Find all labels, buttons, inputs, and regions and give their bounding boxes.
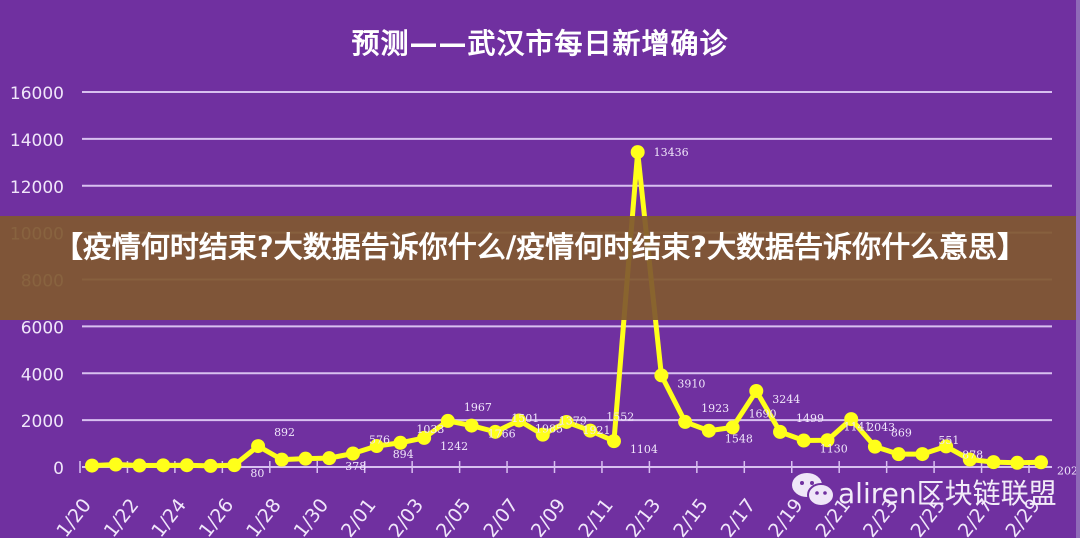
data-label: 378 [345, 460, 366, 473]
data-point [962, 452, 977, 467]
data-label: 1104 [630, 443, 658, 456]
data-label: 1379 [559, 415, 587, 428]
data-label: 1985 [535, 422, 563, 435]
data-point [820, 433, 835, 448]
data-label: 1499 [796, 412, 824, 425]
data-label: 1766 [488, 428, 516, 441]
data-point [891, 447, 906, 462]
data-point [796, 433, 811, 448]
x-tick-label: 2/07 [479, 495, 523, 538]
data-point [939, 439, 954, 454]
data-label: 2043 [867, 421, 895, 434]
data-label: 1921 [583, 424, 611, 437]
y-tick-label: 12000 [10, 178, 64, 198]
x-tick-label: 1/30 [290, 495, 334, 538]
data-point [630, 145, 645, 160]
headline-banner [0, 216, 1080, 320]
data-label: 1130 [820, 443, 848, 456]
data-point [322, 451, 337, 466]
watermark-text: aliren区块链联盟 [838, 477, 1057, 510]
data-label: 1141 [843, 420, 871, 433]
x-tick-label: 2/11 [574, 495, 618, 538]
data-label: 1501 [511, 412, 539, 425]
data-label: 13436 [654, 146, 689, 159]
data-point [393, 435, 408, 450]
y-tick-label: 14000 [10, 131, 64, 151]
y-tick-label: 0 [53, 459, 64, 479]
data-point [488, 424, 503, 439]
data-label: 3244 [772, 393, 800, 406]
data-point [867, 439, 882, 454]
data-point [986, 455, 1001, 470]
data-point [725, 420, 740, 435]
x-tick-label: 2/09 [527, 495, 571, 538]
data-point [915, 447, 930, 462]
data-label: 1923 [701, 402, 729, 415]
wechat-icon [792, 473, 835, 507]
data-label: 202 [1057, 464, 1078, 477]
data-point [132, 458, 147, 473]
data-label: 1967 [464, 401, 492, 414]
x-tick-label: 2/17 [717, 495, 761, 538]
x-tick-label: 2/15 [669, 495, 713, 538]
x-tick-label: 1/26 [195, 495, 239, 538]
data-label: 576 [369, 434, 390, 447]
data-point [701, 423, 716, 438]
headline-text: 【疫情何时结束?大数据告诉你什么/疫情何时结束?大数据告诉你什么意思】 [53, 230, 1027, 264]
data-point [417, 430, 432, 445]
x-tick-label: 2/03 [384, 495, 428, 538]
y-tick-label: 16000 [10, 84, 64, 104]
data-point [535, 427, 550, 442]
data-point [108, 457, 123, 472]
data-point [678, 414, 693, 429]
data-point [440, 413, 455, 428]
data-label: 869 [891, 427, 912, 440]
data-point [654, 368, 669, 383]
data-point [749, 383, 764, 398]
data-point [179, 458, 194, 473]
x-tick-label: 2/01 [337, 495, 381, 538]
data-label: 1242 [440, 440, 468, 453]
x-tick-label: 2/13 [622, 495, 666, 538]
data-point [1034, 455, 1048, 470]
data-point [606, 434, 621, 449]
data-point [844, 412, 859, 427]
x-tick-label: 1/28 [242, 495, 286, 538]
x-tick-label: 1/20 [52, 495, 96, 538]
y-tick-label: 4000 [21, 365, 64, 385]
y-tick-label: 2000 [21, 412, 64, 432]
data-label: 894 [393, 448, 414, 461]
data-point [773, 424, 788, 439]
data-point [512, 413, 527, 428]
data-label: 1690 [749, 407, 777, 420]
x-tick-label: 1/22 [100, 495, 144, 538]
data-label: 1548 [725, 433, 753, 446]
data-point [583, 423, 598, 438]
chart-title: 预测——武汉市每日新增确诊 [351, 27, 729, 60]
data-point [369, 439, 384, 454]
data-label: 878 [962, 448, 983, 461]
data-label: 892 [274, 426, 295, 439]
data-point [203, 458, 218, 473]
data-point [559, 414, 574, 429]
frame-border [1076, 0, 1080, 538]
data-point [345, 446, 360, 461]
data-point [85, 458, 99, 473]
data-point [464, 418, 479, 433]
data-point [227, 458, 242, 473]
data-point [156, 458, 171, 473]
data-label: 3910 [677, 377, 705, 390]
data-point [1010, 455, 1025, 470]
data-point [298, 451, 313, 466]
data-point [251, 439, 266, 454]
y-tick-label: 6000 [21, 318, 64, 338]
data-label: 80 [250, 467, 264, 480]
data-label: 1552 [606, 411, 634, 424]
data-point [274, 452, 289, 467]
x-tick-label: 2/05 [432, 495, 476, 538]
x-tick-label: 1/24 [147, 495, 191, 538]
data-label: 1033 [416, 423, 444, 436]
data-label: 551 [938, 434, 959, 447]
